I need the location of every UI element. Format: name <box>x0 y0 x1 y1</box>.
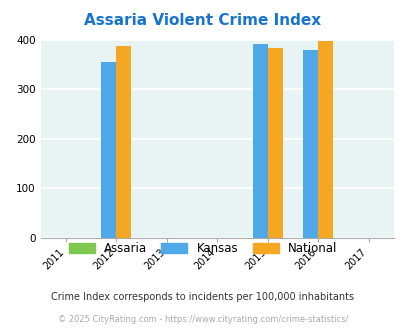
Bar <box>267 48 282 238</box>
Bar <box>302 50 318 238</box>
Text: © 2025 CityRating.com - https://www.cityrating.com/crime-statistics/: © 2025 CityRating.com - https://www.city… <box>58 315 347 324</box>
Text: Crime Index corresponds to incidents per 100,000 inhabitants: Crime Index corresponds to incidents per… <box>51 292 354 302</box>
Text: Assaria Violent Crime Index: Assaria Violent Crime Index <box>84 13 321 28</box>
Bar <box>116 46 131 238</box>
Bar <box>101 62 116 238</box>
Bar <box>318 41 333 238</box>
Legend: Assaria, Kansas, National: Assaria, Kansas, National <box>64 237 341 260</box>
Bar <box>252 44 267 238</box>
